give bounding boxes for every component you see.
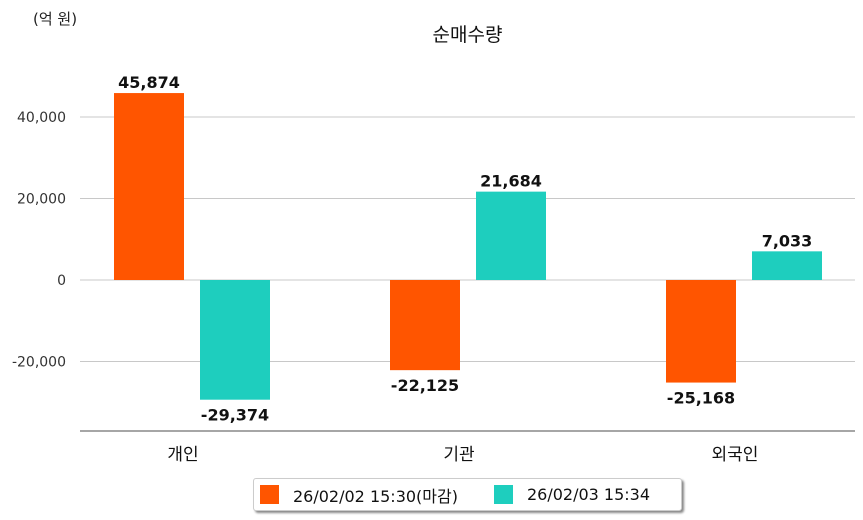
y-axis-unit-label: (억 원) — [33, 10, 78, 28]
data-label: 45,874 — [118, 73, 180, 92]
y-tick-label: 40,000 — [17, 110, 66, 126]
bar-1 — [390, 280, 460, 371]
y-tick-label: -20,000 — [12, 355, 66, 371]
legend-label: 26/02/02 15:30(마감) — [293, 486, 458, 506]
legend-swatch — [493, 485, 513, 504]
legend: 26/02/02 15:30(마감) 26/02/03 15:34 — [253, 478, 682, 511]
data-label: 7,033 — [762, 231, 813, 250]
x-tick-label: 개인 — [167, 445, 198, 465]
bar-2 — [476, 191, 546, 280]
x-tick-label: 기관 — [443, 445, 474, 465]
chart-title: 순매수량 — [432, 24, 503, 46]
y-tick-label: 0 — [57, 273, 66, 289]
bar-2 — [752, 251, 822, 280]
data-label: 21,684 — [480, 172, 542, 191]
legend-item-series-2[interactable]: 26/02/03 15:34 — [493, 485, 651, 504]
data-label: -22,125 — [391, 376, 459, 395]
bar-2 — [200, 280, 270, 400]
data-label: -25,168 — [667, 389, 735, 408]
legend-label: 26/02/03 15:34 — [526, 485, 651, 504]
data-label: -29,374 — [201, 406, 269, 425]
bar-1 — [114, 93, 184, 281]
legend-swatch — [260, 485, 279, 504]
legend-item-series-1[interactable]: 26/02/02 15:30(마감) — [260, 483, 458, 507]
x-tick-label: 외국인 — [712, 445, 759, 465]
bar-1 — [666, 280, 736, 383]
y-tick-label: 20,000 — [17, 192, 66, 208]
